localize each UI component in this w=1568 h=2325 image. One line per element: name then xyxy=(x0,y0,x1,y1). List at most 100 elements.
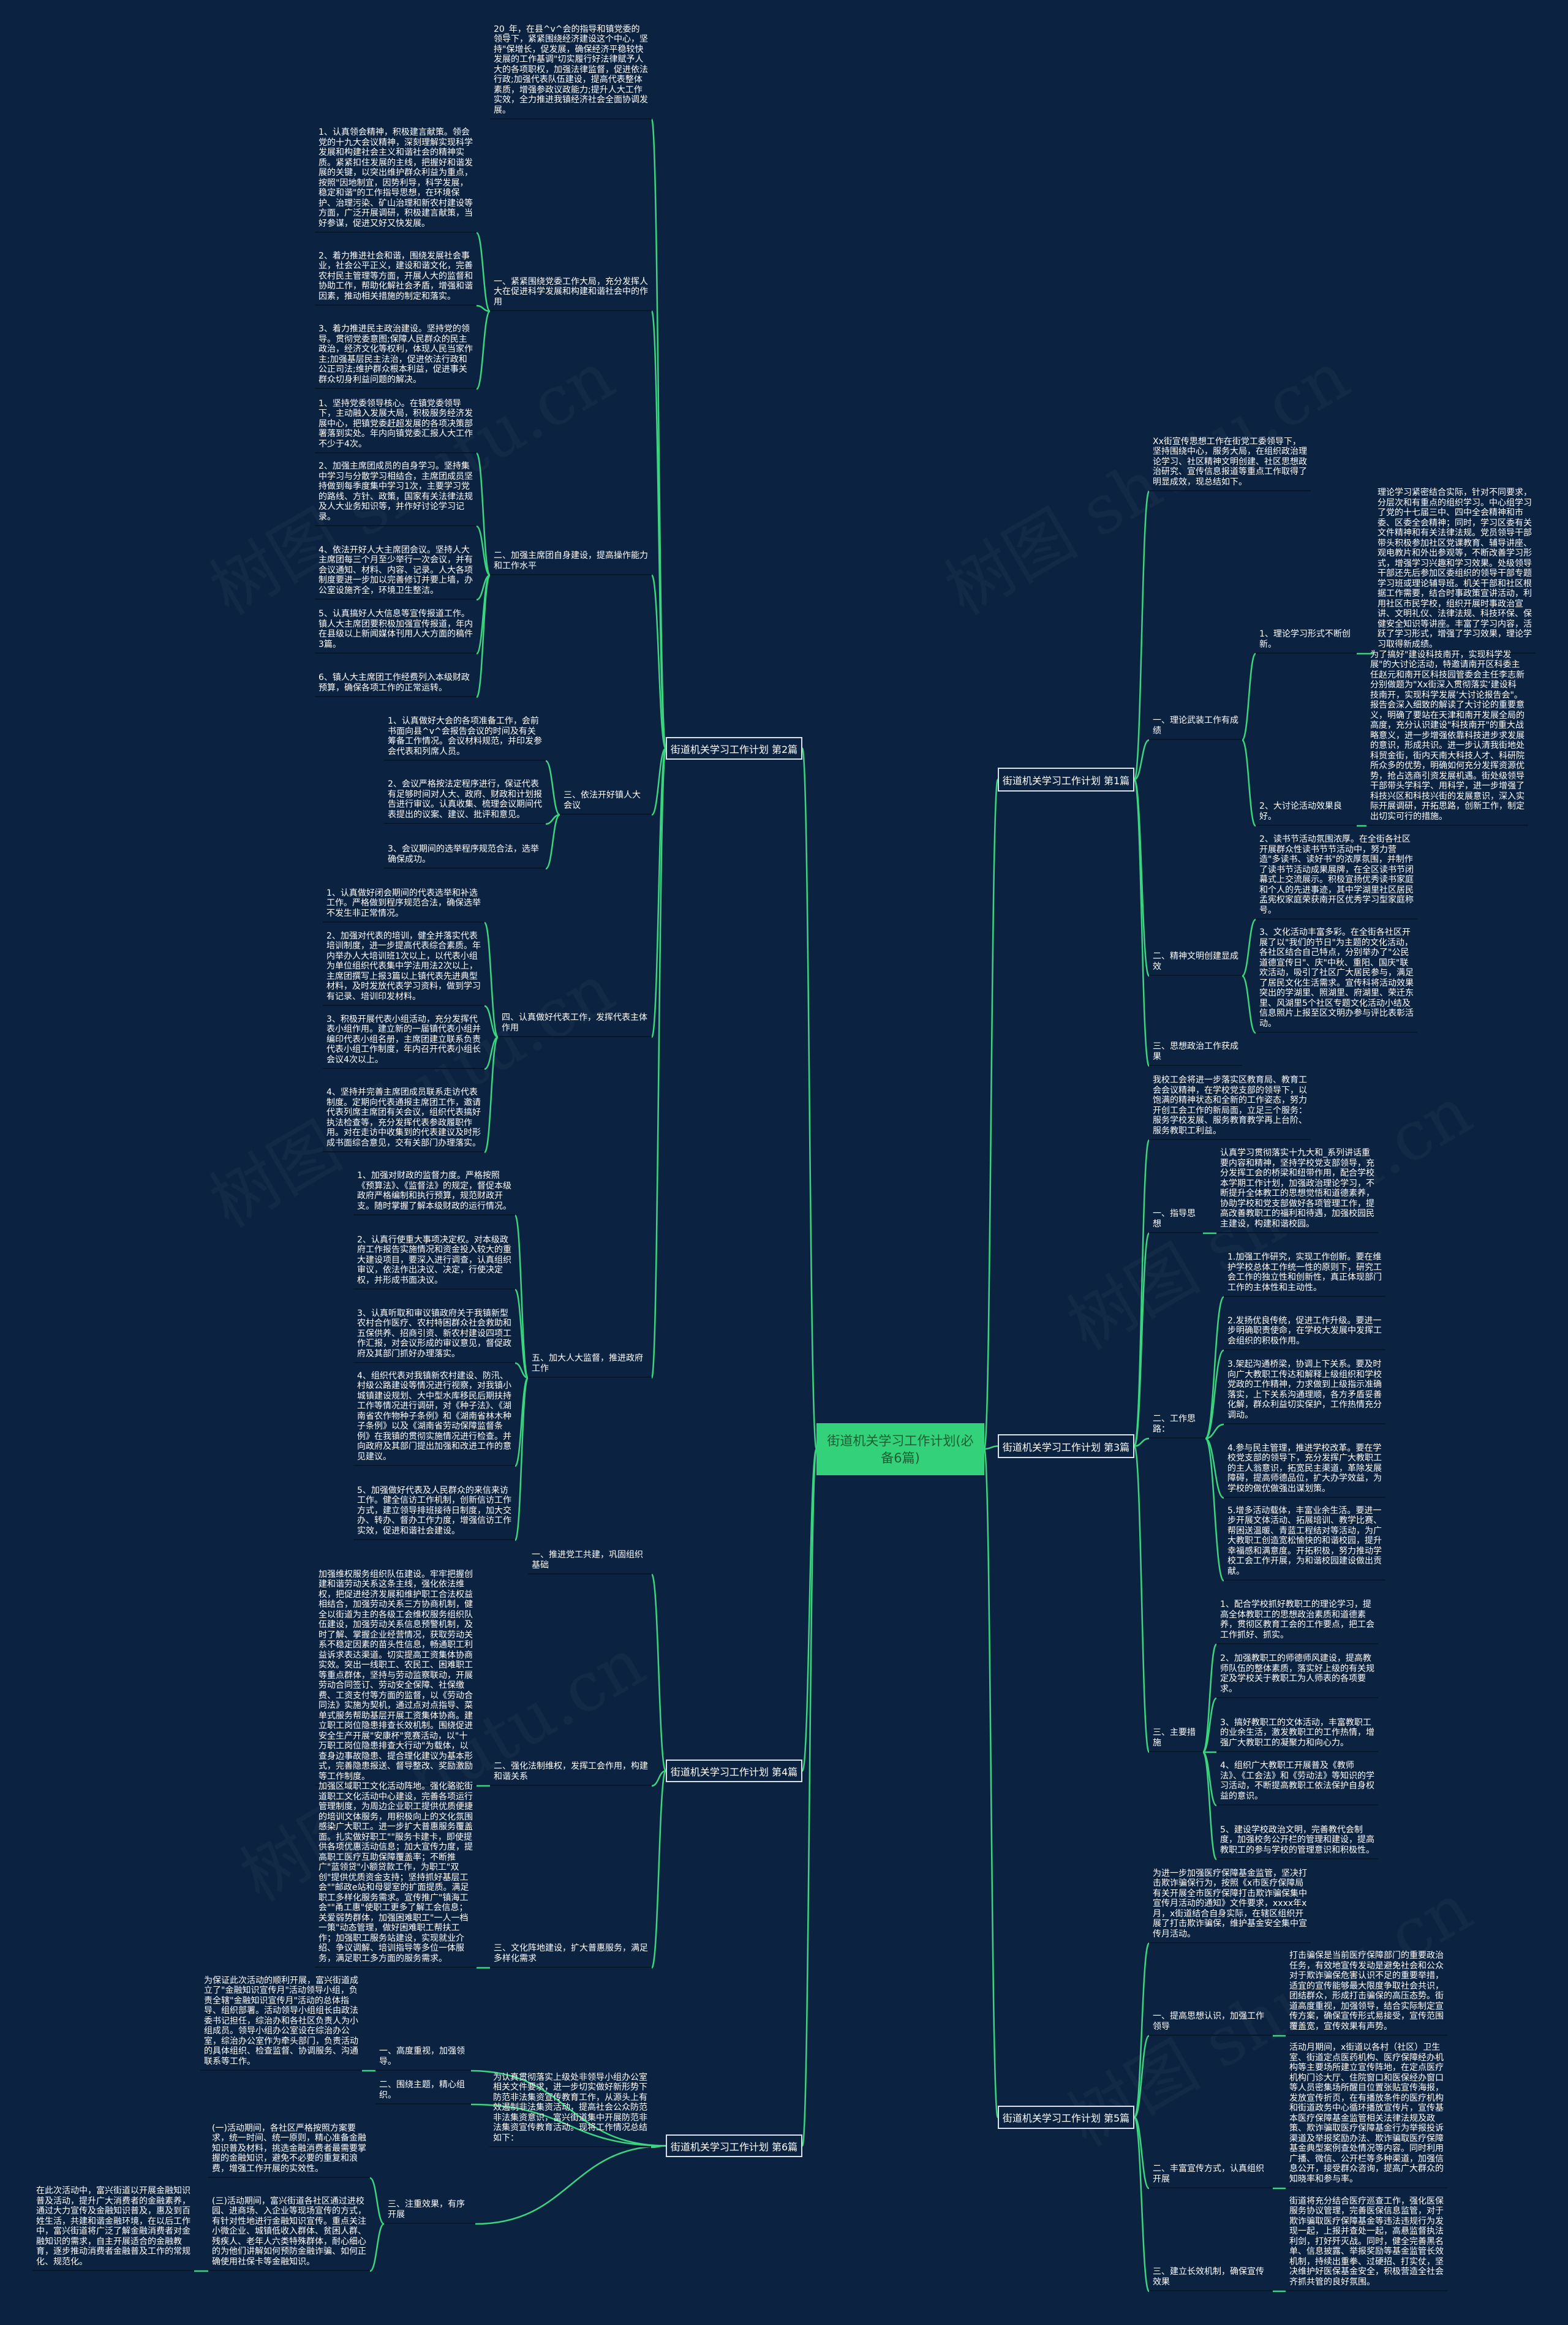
connector-line xyxy=(1202,1697,1217,1753)
connector-line xyxy=(475,310,491,390)
topic-node[interactable]: 二、丰富宣传方式，认真组织开展 xyxy=(1149,2164,1273,2188)
connector-line xyxy=(483,921,499,1038)
leaf-node[interactable]: 我校工会将进一步落实区教育局、教育工会会议精神，在学校党支部的领导下，以饱满的精… xyxy=(1149,1075,1311,1140)
topic-node[interactable]: 三、主要措施 xyxy=(1149,1728,1203,1752)
leaf-node[interactable]: 6、镇人大主席团工作经费列入本级财政预算，确保各项工作的正常运转。 xyxy=(315,673,477,697)
leaf-node[interactable]: 街道将充分结合医疗巡查工作，强化医保服务协议管理，完善医保信息监管，对于欺诈骗取… xyxy=(1286,2196,1447,2291)
leaf-node[interactable]: 加强维权服务组织队伍建设。牢牢把握创建和谐劳动关系这条主线，强化依法维权，把促进… xyxy=(315,1570,477,1786)
leaf-node[interactable]: 为进一步加强医疗保障基金监管，坚决打击欺诈骗保行为，按照《x市医疗保障局有关开展… xyxy=(1149,1869,1311,1943)
topic-node[interactable]: 一、指导思想 xyxy=(1149,1209,1203,1233)
branch-node[interactable]: 街道机关学习工作计划 第6篇 xyxy=(666,2134,802,2157)
root-node[interactable]: 街道机关学习工作计划(必备6篇) xyxy=(816,1423,984,1475)
topic-node[interactable]: 三、文化阵地建设，扩大普惠服务，满足多样化需求 xyxy=(490,1943,652,1968)
connector-line xyxy=(1205,1437,1224,1499)
leaf-node[interactable]: 为了搞好"建设科技南开，实现科学发展"的大讨论活动，特邀请南开区科委主任赵元和南… xyxy=(1366,650,1528,826)
leaf-node[interactable]: 3、搞好教职工的文体活动，丰富教职工的业余生活，激发教职工的工作热情，增强广大教… xyxy=(1216,1718,1378,1752)
branch-node[interactable]: 街道机关学习工作计划 第4篇 xyxy=(666,1760,802,1782)
leaf-node[interactable]: 3、会议期间的选举程序规范合法，选举确保成功。 xyxy=(384,844,546,869)
connector-line xyxy=(514,1214,529,1379)
connector-line xyxy=(1133,1445,1150,1753)
connector-line xyxy=(650,1770,667,1969)
leaf-node[interactable]: 活动月期间，x街道以各村（社区）卫生室、街道定点医药机构、医疗保障经办机构等主要… xyxy=(1286,2043,1447,2188)
leaf-node[interactable]: Xx街宣传思想工作在街党工委领导下，坚持围绕中心，服务大局，在组织政治理论学习、… xyxy=(1149,437,1311,491)
topic-node[interactable]: 2、大讨论活动效果良好。 xyxy=(1256,801,1357,826)
topic-node[interactable]: 二、精神文明创建显成效 xyxy=(1149,951,1242,976)
leaf-node[interactable]: 3、着力推进民主政治建设。坚持党的领导。贯彻党委意图;保障人民群众的民主政治，经… xyxy=(315,324,477,389)
leaf-node[interactable]: 1、认真领会精神，积极建言献策。领会党的十九大会议精神，深刻理解实现科学发展和构… xyxy=(315,127,477,233)
leaf-node[interactable]: 二、围绕主题，精心组织。 xyxy=(375,2080,471,2104)
leaf-node[interactable]: 为认真贯彻落实上级处非领导小组办公室相关文件要求，进一步切实做好新形势下防范非法… xyxy=(489,2073,651,2147)
leaf-node[interactable]: 5、认真搞好人大信息等宣传报道工作。镇人大主席团要积极加强宣传报道，年内在县级以… xyxy=(315,609,477,654)
leaf-node[interactable]: 4、坚持并完善主席团成员联系走访代表制度。定期向代表通报主席团工作，邀请代表列席… xyxy=(323,1087,484,1152)
connector-line xyxy=(1241,739,1257,827)
topic-node[interactable]: 五、加大人大监督，推进政府工作 xyxy=(528,1353,652,1378)
topic-node[interactable]: 一、紧紧围绕党委工作大局，充分发挥人大在促进科学发展和构建和谐社会中的作用 xyxy=(490,277,652,311)
connector-line xyxy=(1241,918,1257,977)
leaf-node[interactable]: 4、组织代表对我镇新农村建设、防汛、村级公路建设等情况进行视察，对我镇小城镇建设… xyxy=(353,1371,515,1466)
topic-node[interactable]: 二、工作思路： xyxy=(1149,1414,1205,1438)
topic-node[interactable]: 一、提高思想认识，加强工作领导 xyxy=(1149,2011,1273,2036)
branch-node[interactable]: 街道机关学习工作计划 第2篇 xyxy=(666,737,802,760)
connector-line xyxy=(470,2103,666,2147)
connector-line xyxy=(650,1573,667,1772)
leaf-node[interactable]: 在此次活动中，富兴街道以开展金融知识普及活动，提升广大消费者的金融素养，通过大力… xyxy=(32,2186,194,2271)
leaf-node[interactable]: 1、配合学校抓好教职工的理论学习，提高全体教职工的思想政治素质和道德素养，贯彻区… xyxy=(1216,1600,1378,1644)
leaf-node[interactable]: 加强区域职工文化活动阵地。强化骆驼街道职工文化活动中心建设，完善各项运行管理制度… xyxy=(315,1782,477,1968)
leaf-node[interactable]: 4.参与民主管理，推进学校改革。要在学校党支部的领导下，充分发挥广大教职工的主人… xyxy=(1224,1443,1385,1498)
leaf-node[interactable]: 1、认真做好大会的各项准备工作，会前书面向县^v^会报告会议的时间及有关筹备工作… xyxy=(384,716,546,761)
leaf-node[interactable]: 2、加强教职工的师德师风建设，提高教师队伍的整体素质，落实好上级的有关规定及学校… xyxy=(1216,1654,1378,1698)
leaf-node[interactable]: 1、坚持党委领导核心。在镇党委领导下，主动融入发展大局，积极服务经济发展中心，把… xyxy=(315,399,477,453)
leaf-node[interactable]: 理论学习紧密结合实际，针对不同要求，分层次和有重点的组织学习。中心组学习了党的十… xyxy=(1374,488,1536,654)
connector-line xyxy=(650,574,667,749)
topic-node[interactable]: 三、依法开好镇人大会议 xyxy=(560,790,652,815)
connector-line xyxy=(1133,2116,1150,2190)
topic-node[interactable]: 四、认真做好代表工作，发挥代表主体作用 xyxy=(498,1013,652,1037)
leaf-node[interactable]: 5、加强做好代表及人民群众的来信来访工作。健全信访工作机制，创新信访工作方式，建… xyxy=(353,1486,515,1540)
leaf-node[interactable]: 1.加强工作研究，实现工作创新。要在维护学校总体工作统一性的原则下，研究工会工作… xyxy=(1224,1252,1385,1297)
branch-node[interactable]: 街道机关学习工作计划 第5篇 xyxy=(998,2106,1134,2129)
leaf-node[interactable]: 4、组织广大教职工开展普及《教师法》、《工会法》和《劳动法》等知识的学习活动，不… xyxy=(1216,1761,1378,1805)
leaf-node[interactable]: 3、积极开展代表小组活动，充分发挥代表小组作用。建立新的一届镇代表小组并编印代表… xyxy=(323,1015,484,1069)
branch-node[interactable]: 街道机关学习工作计划 第3篇 xyxy=(998,1434,1134,1458)
leaf-node[interactable]: 3.架起沟通桥梁，协调上下关系。要及时向广大教职工传达和解释上级组织和学校党政的… xyxy=(1224,1359,1385,1424)
connector-line xyxy=(1133,2035,1150,2119)
connector-line xyxy=(1205,1423,1224,1440)
leaf-node[interactable]: 2、读书节活动氛围浓厚。在全街各社区开展群众性读书节节活动中，努力营造"多读书、… xyxy=(1256,834,1417,920)
leaf-node[interactable]: 2、认真行使重大事项决定权。对本级政府工作报告实施情况和资金投入较大的重大建设项… xyxy=(353,1235,515,1290)
leaf-node[interactable]: 2、加强对代表的培训，健全并落实代表培训制度，进一步提高代表综合素质。年内举办人… xyxy=(323,931,484,1006)
leaf-node[interactable]: 为保证此次活动的顺利开展，富兴街道成立了"金融知识宣传月"活动领导小组，负责全辖… xyxy=(200,1976,362,2071)
leaf-node[interactable]: 2、加强主席团成员的自身学习。坚持集中学习与分散学习相结合，主席团成员坚持做到每… xyxy=(315,461,477,526)
topic-node[interactable]: 三、注重效果，有序开展 xyxy=(384,2199,475,2224)
leaf-node[interactable]: 一、推进党工共建，巩固组织基础 xyxy=(528,1550,652,1575)
topic-node[interactable]: 1、理论学习形式不断创新。 xyxy=(1256,629,1357,654)
leaf-node[interactable]: 1、加强对财政的监督力度。严格按照《预算法》、《监督法》的规定，督促本级政府严格… xyxy=(353,1171,515,1215)
leaf-node[interactable]: 5、建设学校政治文明，完善教代会制度，加强校务公开栏的管理和建设，提高教职工的参… xyxy=(1216,1825,1378,1859)
branch-connector xyxy=(983,779,999,1450)
topic-node[interactable]: (三)活动期间，富兴街道各社区通过进校园、进商场、入企业等现场宣传的方式，有针对… xyxy=(208,2196,370,2271)
leaf-node[interactable]: 20_年，在县^v^会的指导和镇党委的领导下，紧紧围绕经济建设这个中心，坚持"保… xyxy=(490,25,652,119)
connector-line xyxy=(1204,1296,1225,1440)
topic-node[interactable]: 二、加强主席团自身建设，提高操作能力和工作水平 xyxy=(490,551,652,575)
leaf-node[interactable]: (一)活动期间，各社区严格按照方案要求，统一时间、统一原则，精心准备金融知识普及… xyxy=(208,2123,370,2178)
topic-node[interactable]: 三、建立长效机制，确保宣传效果 xyxy=(1149,2267,1273,2291)
connector-line xyxy=(1134,1437,1150,1447)
leaf-node[interactable]: 2、会议严格按法定程序进行，保证代表有足够时间对人大、政府、财政和计划报告进行审… xyxy=(384,779,546,824)
topic-node[interactable]: 一、理论武装工作有成绩 xyxy=(1149,716,1242,740)
leaf-node[interactable]: 2.发扬优良传统，促进工作升级。要进一步明确职责使命，在学校大发展中发挥工会组织… xyxy=(1224,1316,1385,1350)
connector-line xyxy=(484,1005,499,1038)
topic-node[interactable]: 二、强化法制维权，发挥工会作用，构建和谐关系 xyxy=(490,1761,652,1786)
leaf-node[interactable]: 认真学习贯彻落实十九大和_系列讲话重要内容和精神，坚持学校党支部领导，充分发挥工… xyxy=(1216,1148,1378,1233)
leaf-node[interactable]: 5.增多活动载体，丰富业余生活。要进一步开展文体活动、拓展培训、教学比赛、帮困送… xyxy=(1224,1506,1385,1581)
leaf-node[interactable]: 2、着力推进社会和谐，围绕发展社会事业，社会公平正义，建设和谐文化，完善农村民主… xyxy=(315,251,477,306)
leaf-node[interactable]: 打击骗保是当前医疗保障部门的重要政治任务，有效地宣传发动是避免社会和公众对于欺诈… xyxy=(1286,1951,1447,2036)
leaf-node[interactable]: 3、文化活动丰富多彩。在全街各社区开展了以"我们的节日"为主题的文化活动，各社区… xyxy=(1256,928,1417,1033)
connector-line xyxy=(1241,975,1257,1034)
connector-line xyxy=(483,1036,499,1154)
connector-line xyxy=(650,747,667,816)
leaf-node[interactable]: 4、依法开好人大主席团会议。坚持人大主席团每三个月至少举行一次会议，并有会议通知… xyxy=(315,545,477,600)
branch-node[interactable]: 街道机关学习工作计划 第1篇 xyxy=(998,768,1134,792)
topic-node[interactable]: 一、高度重视，加强领导。 xyxy=(375,2046,471,2071)
leaf-node[interactable]: 3、认真听取和审议镇政府关于我镇新型农村合作医疗、农村特困群众社会救助和五保供养… xyxy=(353,1309,515,1363)
leaf-node[interactable]: 三、思想政治工作获成果 xyxy=(1149,1042,1242,1066)
leaf-node[interactable]: 1、认真做好闭会期间的代表选举和补选工作。严格做到程序规范合法，确保选举不发生非… xyxy=(323,888,484,923)
